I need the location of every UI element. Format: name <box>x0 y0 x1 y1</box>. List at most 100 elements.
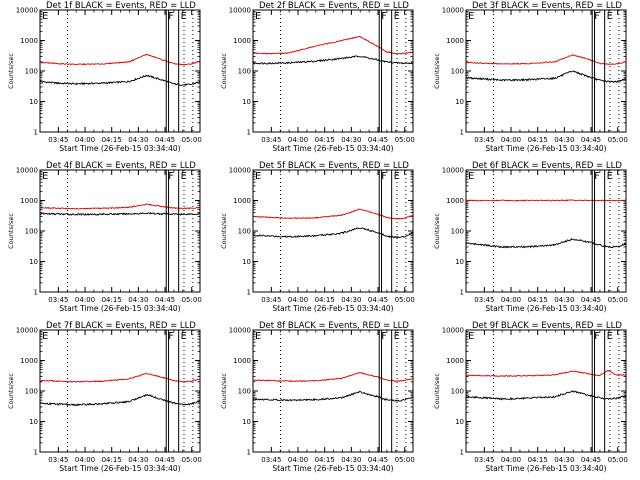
x-tick-label: 04:45 <box>581 296 601 304</box>
x-tick-label: 05:00 <box>182 136 202 144</box>
chart-panel-4: Det 4f BLACK = Events, RED = LLD 1 10 100 10… <box>7 161 202 313</box>
chart-title: Det 1f BLACK = Events, RED = LLD <box>46 1 196 11</box>
y-axis-label: Counts/sec <box>220 213 228 249</box>
y-tick-label: 1 <box>34 289 38 297</box>
x-axis-label: Start Time (26-Feb-15 03:34:40) <box>59 464 180 473</box>
events-series-line <box>252 226 414 239</box>
y-axis-label: Counts/sec <box>433 373 441 409</box>
x-tick-label: 04:00 <box>75 136 95 144</box>
y-tick-label: 1000 <box>20 197 38 205</box>
y-tick-label: 10000 <box>16 167 38 175</box>
x-tick-label: 04:15 <box>102 456 122 464</box>
y-tick-label: 1 <box>34 449 38 457</box>
y-axis-label: Counts/sec <box>220 373 228 409</box>
lld-series-line <box>252 36 414 55</box>
plot-frame <box>39 329 201 453</box>
x-tick-label: 03:45 <box>261 456 281 464</box>
x-tick-label: 03:45 <box>48 456 68 464</box>
y-axis-label: Counts/sec <box>7 373 15 409</box>
y-tick-label: 10 <box>242 418 251 426</box>
y-tick-label: 100 <box>25 228 38 236</box>
x-tick-label: 04:45 <box>581 456 601 464</box>
y-tick-label: 1 <box>247 129 251 137</box>
x-tick-label: 04:15 <box>528 296 548 304</box>
x-tick-label: 05:00 <box>395 456 415 464</box>
y-tick-label: 10000 <box>442 167 464 175</box>
marker-label-e-start: E <box>42 11 48 22</box>
plot-frame <box>252 9 414 133</box>
x-tick-label: 05:00 <box>608 456 628 464</box>
y-axis-label: Counts/sec <box>7 53 15 89</box>
x-tick-label: 04:30 <box>554 136 574 144</box>
x-tick-label: 04:30 <box>128 456 148 464</box>
marker-label-f: F <box>594 11 600 22</box>
marker-label-e-end: E <box>181 171 187 182</box>
y-tick-label: 100 <box>451 68 464 76</box>
y-tick-label: 10 <box>29 418 38 426</box>
y-tick-label: 10000 <box>442 7 464 15</box>
lld-series-line <box>39 372 201 383</box>
chart-panel-3: Det 3f BLACK = Events, RED = LLD 1 10 100 10… <box>433 1 628 153</box>
y-axis-label: Counts/sec <box>433 213 441 249</box>
y-axis-label: Counts/sec <box>220 53 228 89</box>
y-tick-label: 10 <box>29 258 38 266</box>
chart-panel-9: Det 9f BLACK = Events, RED = LLD 1 10 100 10… <box>433 321 628 473</box>
y-tick-label: 10000 <box>442 327 464 335</box>
lld-series-line <box>465 369 627 378</box>
y-axis-label: Counts/sec <box>7 213 15 249</box>
x-tick-label: 04:15 <box>315 136 335 144</box>
events-series-line <box>39 393 201 407</box>
marker-label-f: F <box>381 11 387 22</box>
events-series-line <box>465 237 626 249</box>
events-series-line <box>39 74 201 87</box>
x-tick-label: 05:00 <box>182 456 202 464</box>
x-tick-label: 05:00 <box>395 136 415 144</box>
x-tick-label: 04:00 <box>288 456 308 464</box>
x-tick-label: 05:00 <box>608 136 628 144</box>
marker-label-e-start: E <box>42 331 48 342</box>
y-tick-label: 1000 <box>233 37 251 45</box>
x-tick-label: 04:45 <box>155 296 175 304</box>
x-tick-label: 03:45 <box>48 296 68 304</box>
y-tick-label: 100 <box>25 68 38 76</box>
marker-label-e-end: E <box>394 11 400 22</box>
x-axis-label: Start Time (26-Feb-15 03:34:40) <box>485 304 606 313</box>
chart-title: Det 3f BLACK = Events, RED = LLD <box>472 1 622 11</box>
marker-label-f: F <box>381 171 387 182</box>
x-tick-label: 05:00 <box>395 296 415 304</box>
marker-label-f: F <box>168 11 174 22</box>
y-tick-label: 10000 <box>16 7 38 15</box>
marker-label-e-start: E <box>255 11 261 22</box>
lld-series-line <box>252 371 413 383</box>
lld-series-line <box>40 203 201 210</box>
y-tick-label: 10000 <box>229 167 251 175</box>
marker-label-f: F <box>594 331 600 342</box>
marker-label-e-end: E <box>394 331 400 342</box>
marker-label-e-start: E <box>468 331 474 342</box>
x-tick-label: 04:15 <box>102 296 122 304</box>
x-tick-label: 04:00 <box>288 136 308 144</box>
plot-frame <box>465 329 627 453</box>
plot-frame <box>465 169 627 293</box>
events-series-line <box>252 55 414 65</box>
x-axis-label: Start Time (26-Feb-15 03:34:40) <box>59 144 180 153</box>
marker-label-e-start: E <box>255 331 261 342</box>
x-axis-label: Start Time (26-Feb-15 03:34:40) <box>59 304 180 313</box>
x-tick-label: 04:00 <box>501 136 521 144</box>
y-axis-label: Counts/sec <box>433 53 441 89</box>
plot-frame <box>465 9 627 133</box>
x-tick-label: 04:00 <box>501 456 521 464</box>
x-tick-label: 04:45 <box>581 136 601 144</box>
y-tick-label: 10 <box>455 98 464 106</box>
chart-panel-2: Det 2f BLACK = Events, RED = LLD 1 10 100 10… <box>220 1 415 153</box>
chart-panel-8: Det 8f BLACK = Events, RED = LLD 1 10 100 10… <box>220 321 415 473</box>
x-tick-label: 03:45 <box>261 296 281 304</box>
marker-label-e-start: E <box>468 11 474 22</box>
marker-label-e-start: E <box>42 171 48 182</box>
y-tick-label: 10 <box>455 258 464 266</box>
chart-title: Det 6f BLACK = Events, RED = LLD <box>472 161 622 171</box>
events-series-line <box>465 70 627 83</box>
y-tick-label: 1000 <box>233 197 251 205</box>
chart-title: Det 2f BLACK = Events, RED = LLD <box>259 1 409 11</box>
chart-title: Det 7f BLACK = Events, RED = LLD <box>46 321 196 331</box>
